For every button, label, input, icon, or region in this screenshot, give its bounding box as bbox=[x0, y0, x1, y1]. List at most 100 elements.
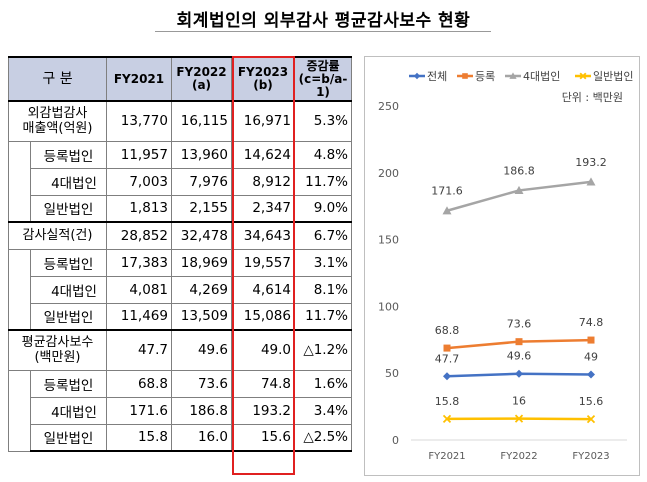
table-cell: 49.6 bbox=[171, 329, 232, 371]
line-chart: 0 50 100 150 200 250 FY2021 FY2022 FY2023 전체 등록 4대법… bbox=[378, 69, 633, 462]
table-cell: 5.3% bbox=[294, 100, 352, 142]
table-cell: 186.8 bbox=[171, 396, 232, 425]
table-cell: 8,912 bbox=[231, 167, 295, 196]
table-cell: 7,003 bbox=[106, 167, 172, 196]
data-label: 49 bbox=[584, 351, 598, 364]
indent-cell bbox=[8, 397, 31, 424]
header-cell: FY2021 bbox=[106, 56, 172, 102]
header-cell: FY2022 (a) bbox=[171, 56, 232, 102]
table-cell: 32,478 bbox=[171, 221, 232, 250]
subrow-label: 4대법인 bbox=[30, 275, 107, 304]
subrow-label: 일반법인 bbox=[30, 423, 107, 452]
header-cell: FY2023 (b) bbox=[231, 56, 295, 102]
table-cell: 11,469 bbox=[106, 302, 172, 331]
subrow-label: 일반법인 bbox=[30, 302, 107, 331]
data-point bbox=[587, 370, 595, 379]
table-row: 4대법인 171.6 186.8 193.2 3.4% bbox=[8, 396, 352, 425]
table-cell: 15,086 bbox=[231, 302, 295, 331]
data-point bbox=[442, 414, 452, 424]
table-cell: 1.6% bbox=[294, 369, 352, 398]
table-cell: 171.6 bbox=[106, 396, 172, 425]
table-cell: 19,557 bbox=[231, 248, 295, 277]
header-cell: 증감률 (c=b/a-1) bbox=[294, 56, 352, 102]
subrow-label: 4대법인 bbox=[30, 396, 107, 425]
table-row: 등록법인 68.8 73.6 74.8 1.6% bbox=[8, 369, 352, 398]
table-body: 외감법감사 매출액(억원) 13,770 16,115 16,971 5.3% 등록법인 1… bbox=[8, 100, 352, 452]
table-cell: 17,383 bbox=[106, 248, 172, 277]
table-cell: 4,614 bbox=[231, 275, 295, 304]
table-cell: 2,347 bbox=[231, 194, 295, 223]
table-cell: 8.1% bbox=[294, 275, 352, 304]
x-tick-label: FY2021 bbox=[428, 451, 465, 462]
indent-cell bbox=[8, 424, 31, 452]
indent-cell bbox=[8, 303, 31, 331]
table-cell: 11.7% bbox=[294, 167, 352, 196]
table-cell: 193.2 bbox=[231, 396, 295, 425]
indent-cell bbox=[8, 141, 31, 168]
data-point bbox=[514, 414, 524, 423]
data-point bbox=[587, 336, 595, 344]
table-cell: 18,969 bbox=[171, 248, 232, 277]
table-cell: 3.4% bbox=[294, 396, 352, 425]
group-label: 외감법감사 매출액(억원) bbox=[8, 100, 107, 142]
table-cell: 7,976 bbox=[171, 167, 232, 196]
table-cell: 16.0 bbox=[171, 423, 232, 452]
legend-label: 전체 bbox=[427, 70, 447, 83]
table-cell: 74.8 bbox=[231, 369, 295, 398]
table-cell: 2,155 bbox=[171, 194, 232, 223]
table-row: 등록법인 17,383 18,969 19,557 3.1% bbox=[8, 248, 352, 277]
y-tick-label: 0 bbox=[392, 434, 399, 447]
table-cell: 28,852 bbox=[106, 221, 172, 250]
subrow-label: 등록법인 bbox=[30, 248, 107, 277]
table-cell: 1,813 bbox=[106, 194, 172, 223]
table-row: 4대법인 7,003 7,976 8,912 11.7% bbox=[8, 167, 352, 196]
y-tick-label: 150 bbox=[378, 234, 399, 247]
table-row: 4대법인 4,081 4,269 4,614 8.1% bbox=[8, 275, 352, 304]
data-label: 186.8 bbox=[503, 164, 535, 177]
table-cell: 15.6 bbox=[231, 423, 295, 452]
data-label: 15.6 bbox=[579, 395, 604, 408]
table-cell: 13,770 bbox=[106, 100, 172, 142]
table-row: 일반법인 15.8 16.0 15.6 △2.5% bbox=[8, 423, 352, 452]
indent-cell bbox=[8, 370, 31, 397]
data-label: 47.7 bbox=[435, 352, 460, 365]
table-cell: 73.6 bbox=[171, 369, 232, 398]
table-cell: 6.7% bbox=[294, 221, 352, 250]
legend-marker bbox=[462, 73, 468, 79]
data-label: 15.8 bbox=[435, 395, 460, 408]
x-tick-label: FY2023 bbox=[572, 451, 609, 462]
title-underline bbox=[155, 31, 491, 32]
fee-table: 구 분 FY2021 FY2022 (a) FY2023 (b) 증감률 (c=b/a-… bbox=[8, 56, 352, 452]
data-label: 73.6 bbox=[507, 318, 532, 331]
table-cell: 13,960 bbox=[171, 140, 232, 169]
data-label: 49.6 bbox=[507, 350, 532, 363]
table-cell: 34,643 bbox=[231, 221, 295, 250]
legend-label: 등록 bbox=[475, 70, 495, 83]
indent-cell bbox=[8, 249, 31, 276]
indent-cell bbox=[8, 276, 31, 303]
table-cell: 14,624 bbox=[231, 140, 295, 169]
table-cell: △1.2% bbox=[294, 329, 352, 371]
legend-marker bbox=[509, 72, 517, 79]
data-label: 16 bbox=[512, 395, 526, 408]
table-cell: △2.5% bbox=[294, 423, 352, 452]
legend-label: 일반법인 bbox=[593, 69, 633, 83]
subrow-label: 4대법인 bbox=[30, 167, 107, 196]
data-point bbox=[514, 185, 524, 195]
group-label: 감사실적(건) bbox=[8, 221, 107, 250]
table-cell: 3.1% bbox=[294, 248, 352, 277]
header-cell: 구 분 bbox=[8, 56, 107, 102]
table-row: 등록법인 11,957 13,960 14,624 4.8% bbox=[8, 140, 352, 169]
table-row: 외감법감사 매출액(억원) 13,770 16,115 16,971 5.3% bbox=[8, 100, 352, 142]
data-point bbox=[586, 415, 596, 424]
y-tick-label: 50 bbox=[385, 367, 399, 380]
data-point bbox=[443, 372, 451, 381]
legend-label: 4대법인 bbox=[523, 70, 560, 83]
y-tick-label: 100 bbox=[378, 300, 399, 313]
page-title: 회계법인의 외부감사 평균감사보수 현황 bbox=[176, 11, 471, 31]
unit-note: 단위 : 백만원 bbox=[562, 91, 623, 104]
subrow-label: 일반법인 bbox=[30, 194, 107, 223]
y-tick-label: 250 bbox=[378, 100, 399, 113]
table-cell: 4,269 bbox=[171, 275, 232, 304]
table-row: 일반법인 11,469 13,509 15,086 11.7% bbox=[8, 302, 352, 331]
